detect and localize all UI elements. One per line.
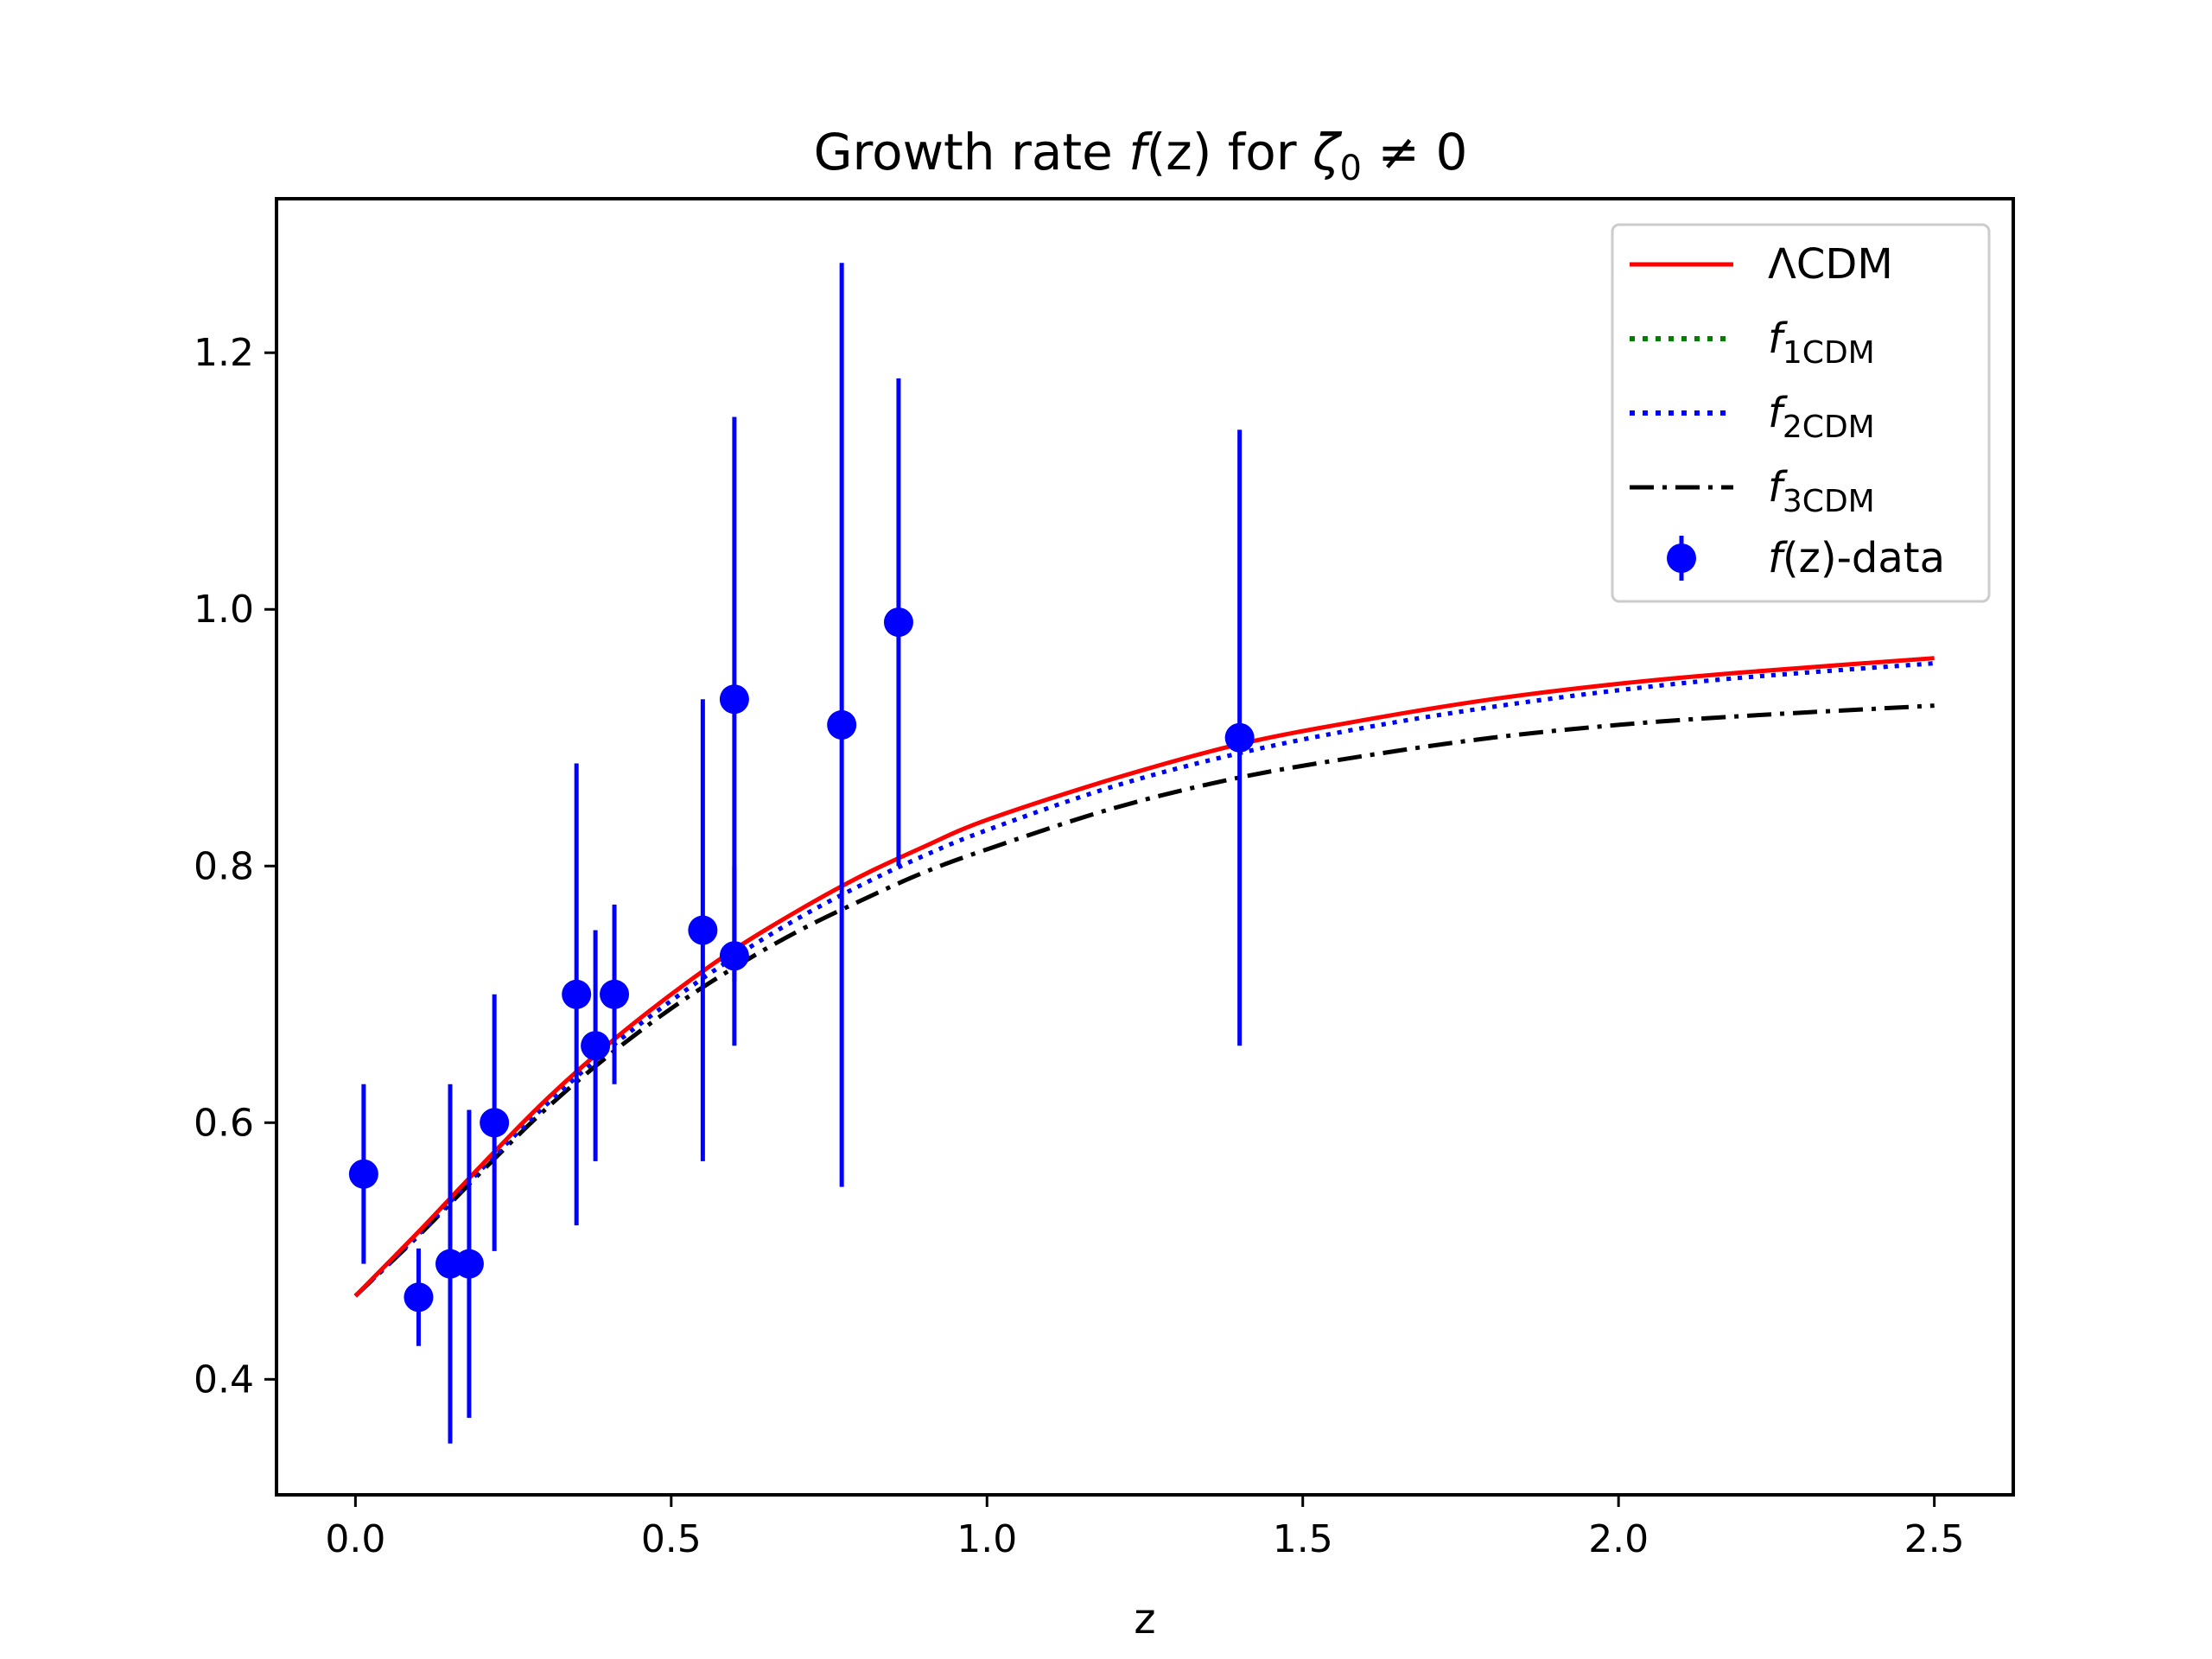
- series-line-lcdm: [353, 656, 1935, 1298]
- data-point: [581, 1031, 611, 1061]
- legend-label-lcdm: ΛCDM: [1768, 240, 1893, 289]
- x-axis-label: z: [1134, 1595, 1155, 1643]
- x-tick-label: 1.0: [957, 1517, 1017, 1561]
- series-line-f2: [353, 661, 1935, 1298]
- chart-title: Growth rate f(z) for ζ0 ≠ 0: [814, 123, 1468, 188]
- y-tick-label: 0.4: [194, 1357, 254, 1402]
- legend-handle-data-marker: [1667, 543, 1696, 573]
- data-point: [348, 1159, 378, 1189]
- series-lines: [353, 656, 1935, 1298]
- legend-label-f1: f1CDM: [1768, 315, 1875, 371]
- data-point: [883, 607, 913, 638]
- x-tick-label: 0.5: [641, 1517, 702, 1561]
- data-point: [454, 1249, 484, 1279]
- x-tick-label: 0.0: [325, 1517, 385, 1561]
- data-point: [688, 915, 718, 945]
- x-tick-label: 2.0: [1588, 1517, 1649, 1561]
- data-point: [404, 1282, 434, 1313]
- x-tick-label: 1.5: [1273, 1517, 1333, 1561]
- y-tick-label: 0.6: [194, 1101, 254, 1145]
- x-tick-label: 2.5: [1904, 1517, 1965, 1561]
- series-line-f3: [353, 703, 1935, 1298]
- data-point: [480, 1108, 510, 1138]
- legend-label-data: f(z)-data: [1768, 534, 1945, 582]
- y-tick-label: 0.8: [194, 844, 254, 888]
- axes-frame: [275, 197, 2015, 1497]
- data-point: [719, 941, 749, 971]
- data-point: [719, 684, 749, 715]
- legend: ΛCDM f1CDM f2CDM f3CDM f(z)-data: [1611, 223, 1991, 603]
- data-points: [348, 263, 1255, 1444]
- y-tick-label: 1.2: [194, 331, 254, 375]
- data-point: [562, 979, 592, 1009]
- axis-ticks: 0.0 0.5 1.0 1.5 2.0 2.5 0.4 0.6 0.8 1.0 1.2: [194, 331, 1965, 1561]
- legend-box: [1611, 223, 1991, 603]
- data-point: [827, 709, 857, 740]
- data-point: [600, 979, 630, 1009]
- data-point: [1224, 722, 1255, 753]
- y-tick-label: 1.0: [194, 588, 254, 632]
